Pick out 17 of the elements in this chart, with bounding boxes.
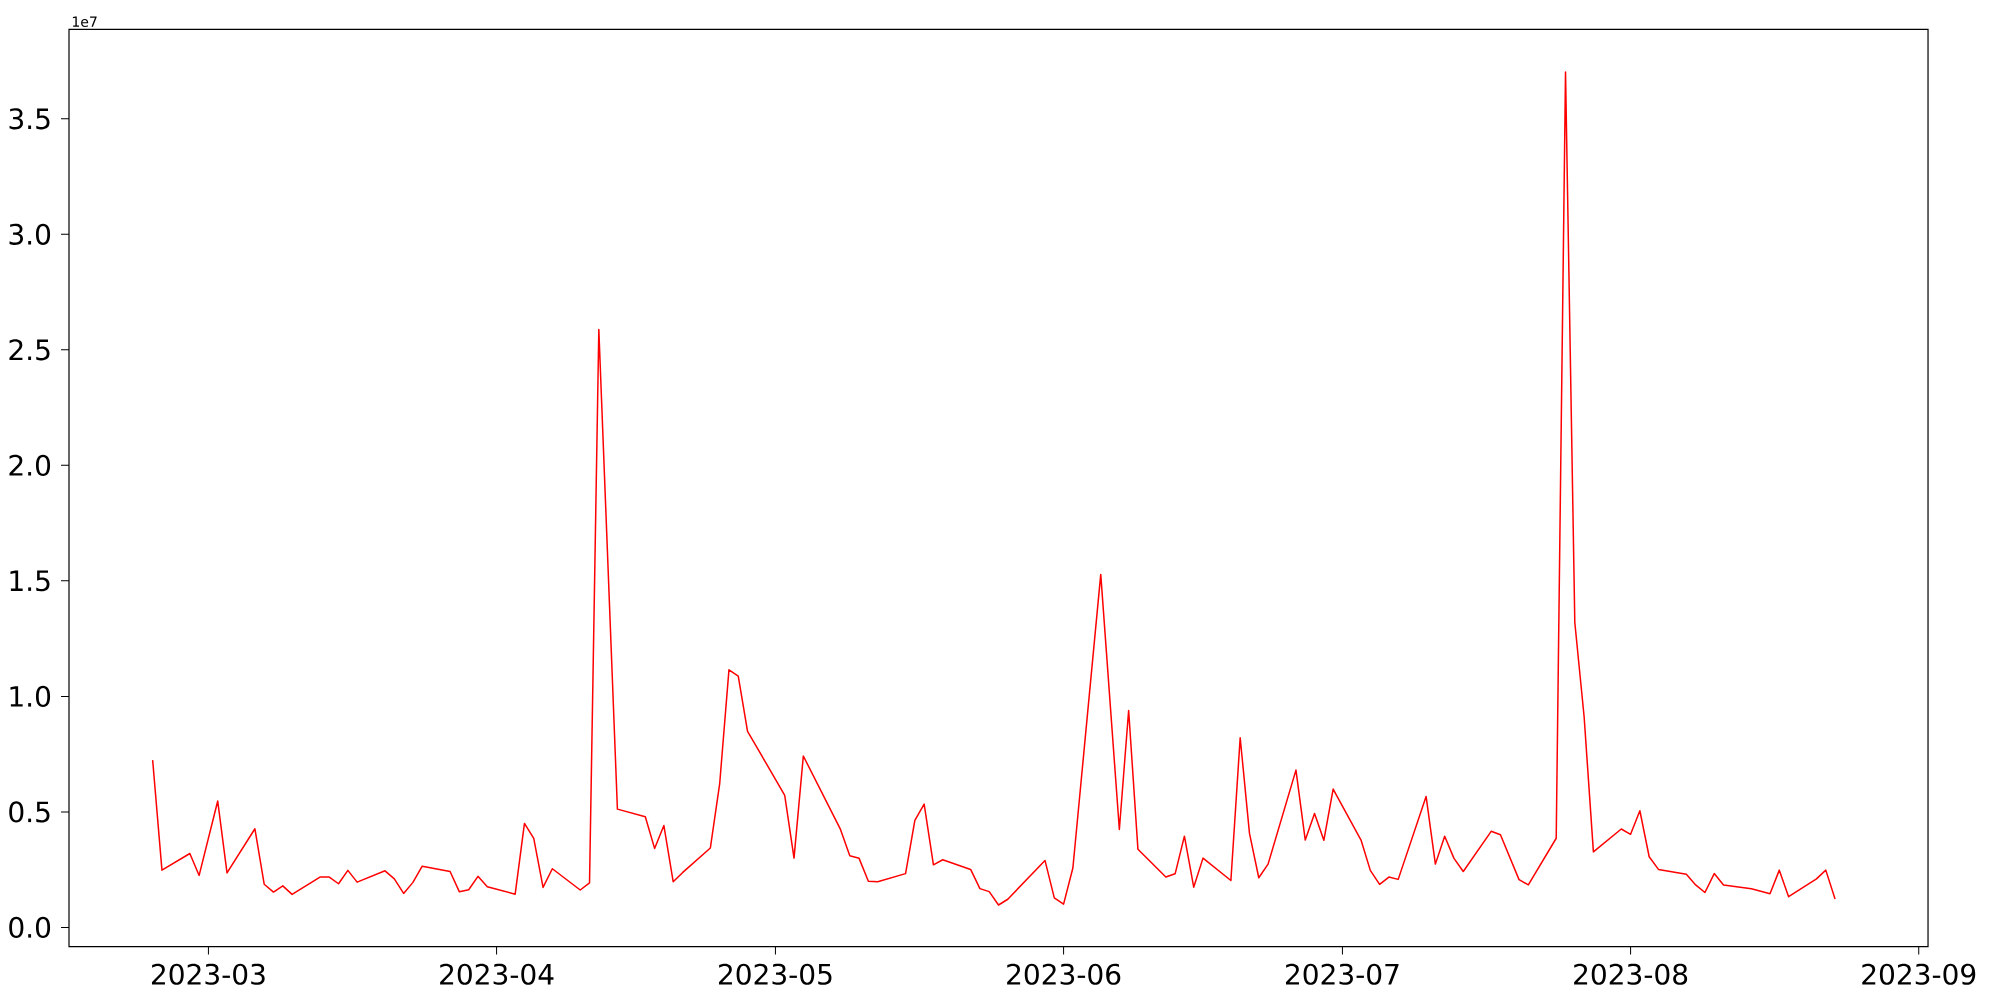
y-tick-label: 3.0 bbox=[9, 223, 51, 245]
y-tick-label: 0.0 bbox=[9, 916, 51, 939]
x-tick-label: 2023-05 bbox=[718, 963, 832, 985]
y-tick-label: 2.0 bbox=[9, 454, 51, 476]
x-tick-label: 2023-08 bbox=[1574, 963, 1688, 985]
y-tick-label: 3.5 bbox=[9, 108, 50, 130]
x-tick-label: 2023-04 bbox=[440, 963, 554, 985]
y-tick-label: 0.5 bbox=[9, 801, 50, 823]
x-tick-label: 2023-09 bbox=[1862, 963, 1976, 985]
text: 1e7 bbox=[72, 16, 97, 27]
y-tick-label: 2.5 bbox=[9, 339, 50, 361]
x-tick-label: 2023-06 bbox=[1007, 963, 1121, 985]
line-series bbox=[151, 71, 1836, 906]
y-tick-label: 1.0 bbox=[10, 685, 51, 707]
y-tick-label: 1.5 bbox=[10, 570, 50, 592]
x-tick-label: 2023-07 bbox=[1285, 963, 1399, 985]
x-tick-label: 2023-03 bbox=[151, 963, 265, 985]
